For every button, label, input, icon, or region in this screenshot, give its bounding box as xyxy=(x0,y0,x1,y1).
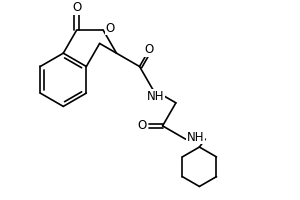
Text: O: O xyxy=(72,1,81,14)
Text: NH: NH xyxy=(147,90,164,103)
Text: O: O xyxy=(145,43,154,56)
Text: NH: NH xyxy=(187,131,204,144)
Text: O: O xyxy=(106,22,115,35)
Text: O: O xyxy=(137,119,146,132)
